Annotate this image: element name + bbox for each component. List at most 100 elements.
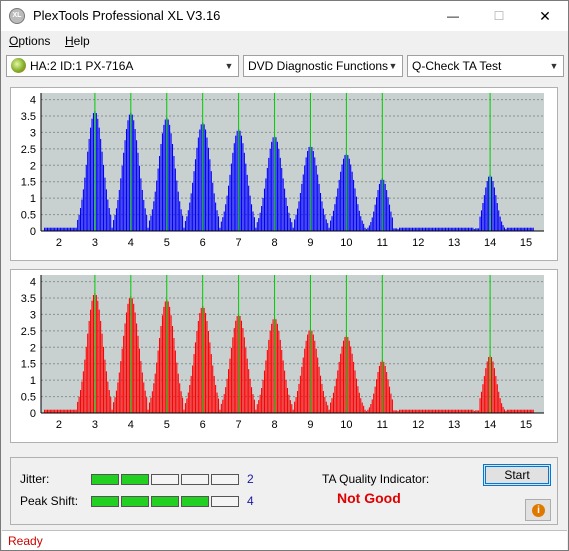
- histogram-bar: [220, 403, 222, 413]
- histogram-bar: [140, 178, 142, 231]
- histogram-bar: [331, 398, 333, 413]
- histogram-bar: [373, 393, 375, 413]
- histogram-bar: [457, 409, 460, 413]
- histogram-bar: [493, 368, 495, 413]
- histogram-bar: [319, 192, 322, 231]
- histogram-bar: [124, 140, 126, 231]
- histogram-bar: [363, 223, 365, 231]
- histogram-bar: [183, 409, 185, 413]
- histogram-bar: [52, 227, 54, 231]
- histogram-bar: [358, 210, 360, 231]
- histogram-bar: [255, 409, 257, 413]
- histogram-bar: [308, 330, 310, 413]
- start-button[interactable]: Start: [483, 464, 551, 486]
- histogram-bar: [357, 204, 359, 231]
- histogram-bar: [180, 209, 182, 231]
- x-tick-label: 5: [164, 419, 170, 431]
- info-button[interactable]: i: [525, 499, 551, 521]
- histogram-bar: [424, 227, 426, 231]
- peak-shift-chart-panel: 0 0.5 1 1.5 2 2.5 3 3.5 4 2 3 4 5 6 7 8 9 10 11 12 13 14 15: [10, 269, 558, 443]
- x-tick-label: 3: [92, 237, 98, 249]
- histogram-bar: [511, 227, 513, 231]
- histogram-bar: [199, 313, 201, 413]
- minimize-button[interactable]: —: [447, 9, 459, 23]
- histogram-bar: [472, 409, 474, 413]
- histogram-bar: [261, 206, 263, 231]
- histogram-bar: [85, 346, 87, 413]
- histogram-bar: [521, 227, 523, 231]
- y-tick-label: 2: [30, 342, 36, 354]
- histogram-bar: [478, 410, 480, 413]
- histogram-bar: [110, 214, 112, 231]
- maximize-button[interactable]: ☐: [493, 9, 505, 23]
- histogram-bar: [299, 375, 301, 413]
- histogram-bar: [524, 409, 526, 413]
- histogram-bar: [156, 180, 158, 231]
- histogram-bar: [397, 229, 399, 231]
- histogram-bar: [200, 124, 202, 231]
- histogram-bar: [348, 340, 350, 413]
- y-tick-label: 2.5: [21, 144, 36, 156]
- histogram-bar: [322, 391, 324, 413]
- histogram-bar: [391, 399, 393, 413]
- histogram-bar: [170, 133, 172, 231]
- histogram-bar: [522, 227, 524, 231]
- histogram-bar: [271, 323, 273, 413]
- histogram-bar: [190, 193, 192, 231]
- histogram-bar: [353, 361, 355, 413]
- histogram-bar: [239, 316, 241, 413]
- plextools-logo-icon: XL: [9, 8, 25, 24]
- histogram-bar: [482, 203, 484, 231]
- histogram-bar: [413, 227, 415, 231]
- histogram-bar: [368, 407, 370, 413]
- histogram-bar: [368, 225, 370, 231]
- ta-quality-value: Not Good: [337, 490, 401, 506]
- function-select[interactable]: DVD Diagnostic Functions ▼: [243, 55, 403, 77]
- histogram-bar: [271, 141, 273, 231]
- peak-shift-led: [181, 496, 209, 507]
- histogram-bar: [483, 376, 485, 413]
- close-button[interactable]: ✕: [539, 8, 551, 24]
- histogram-bar: [105, 189, 107, 231]
- jitter-label: Jitter:: [20, 472, 50, 486]
- histogram-bar: [473, 229, 475, 231]
- test-select[interactable]: Q-Check TA Test ▼: [407, 55, 564, 77]
- drive-select[interactable]: HA:2 ID:1 PX-716A ▼: [6, 55, 239, 77]
- histogram-bar: [182, 215, 184, 231]
- histogram-bar: [404, 227, 406, 231]
- menu-help[interactable]: Help: [65, 34, 90, 48]
- histogram-bar: [167, 301, 169, 413]
- histogram-bar: [498, 210, 500, 231]
- histogram-bar: [338, 361, 340, 413]
- histogram-bar: [131, 114, 133, 231]
- menu-options[interactable]: Options: [9, 34, 50, 48]
- histogram-bar: [334, 204, 336, 231]
- histogram-bar: [318, 366, 320, 413]
- title-bar[interactable]: XL PlexTools Professional XL V3.16 — ☐ ✕: [1, 1, 568, 31]
- histogram-bar: [59, 227, 61, 231]
- histogram-bar: [174, 168, 176, 231]
- histogram-bar: [121, 165, 123, 231]
- histogram-bar: [407, 227, 409, 231]
- histogram-bar: [482, 384, 484, 413]
- histogram-bar: [143, 199, 145, 231]
- histogram-bar: [450, 409, 452, 413]
- histogram-bar: [475, 410, 477, 413]
- y-tick-label: 2: [30, 160, 36, 172]
- histogram-bar: [176, 180, 178, 231]
- y-tick-label: 3: [30, 127, 36, 139]
- histogram-bar: [100, 320, 102, 413]
- histogram-bar: [380, 179, 382, 231]
- histogram-bar: [413, 409, 415, 413]
- histogram-bar: [261, 388, 263, 413]
- histogram-bar: [186, 216, 188, 231]
- histogram-bar: [104, 177, 106, 231]
- histogram-bar: [90, 309, 92, 413]
- histogram-bar: [511, 409, 513, 413]
- histogram-bar: [240, 135, 243, 231]
- histogram-bar: [102, 164, 105, 231]
- histogram-bar: [386, 372, 388, 413]
- histogram-bar: [294, 219, 296, 231]
- x-tick-label: 15: [520, 237, 532, 249]
- x-tick-label: 12: [412, 419, 424, 431]
